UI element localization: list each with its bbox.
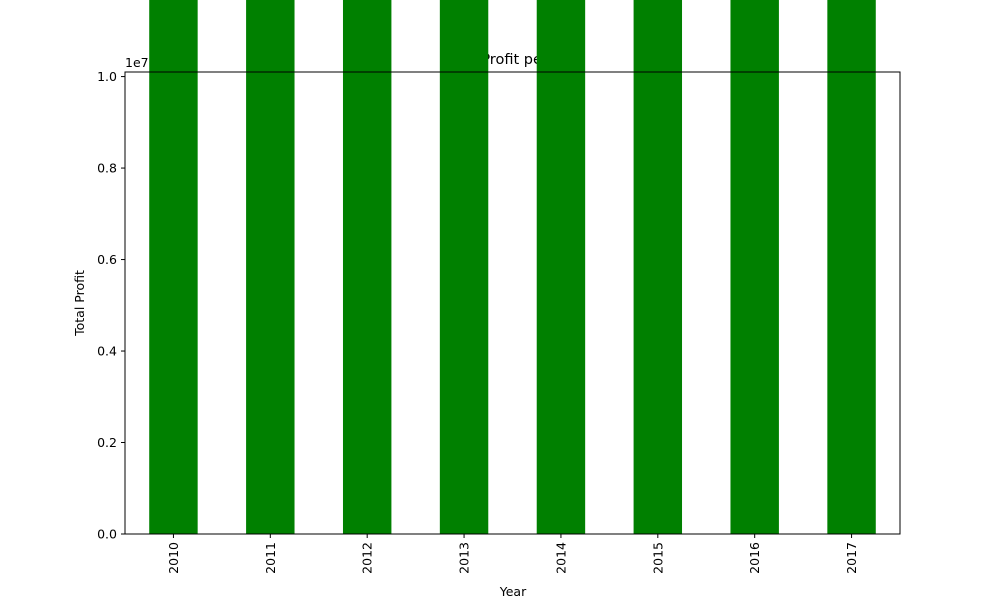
x-axis-title: Year (499, 584, 527, 599)
bar-2010 (149, 0, 198, 534)
bar-2011 (246, 0, 295, 535)
bar-2013 (439, 0, 489, 534)
y-tick-label: 0.6 (97, 252, 117, 267)
y-tick-label: 0.4 (97, 344, 117, 359)
x-tick-label: 2012 (360, 542, 375, 574)
y-tick-label: 0.2 (97, 435, 117, 450)
y-tick-label: 0.0 (97, 527, 117, 542)
bar-2017 (827, 0, 876, 534)
y-axis: 0.0 0.2 0.4 0.6 0.8 1.0 (97, 69, 125, 542)
y-tick-label: 1.0 (97, 69, 117, 84)
bar-2016 (730, 0, 779, 534)
y-tick-label: 0.8 (97, 161, 117, 176)
plot-area-frame (124, 71, 901, 535)
x-tick-label: 2011 (263, 542, 278, 574)
bar-2012 (342, 0, 392, 535)
bar-2015 (633, 0, 683, 534)
x-axis: 2010 2011 2012 2013 2014 2015 2016 2017 (166, 534, 859, 574)
x-tick-label: 2013 (457, 542, 472, 574)
x-tick-label: 2017 (844, 542, 859, 574)
x-tick-label: 2016 (747, 542, 762, 574)
x-tick-label: 2015 (650, 542, 665, 574)
bar-2014 (536, 0, 586, 534)
bars-layer (149, 0, 876, 535)
y-axis-scale-label: 1e7 (125, 55, 149, 70)
y-axis-title: Total Profit (72, 270, 87, 337)
x-tick-label: 2014 (553, 542, 568, 574)
x-tick-label: 2010 (166, 542, 181, 574)
